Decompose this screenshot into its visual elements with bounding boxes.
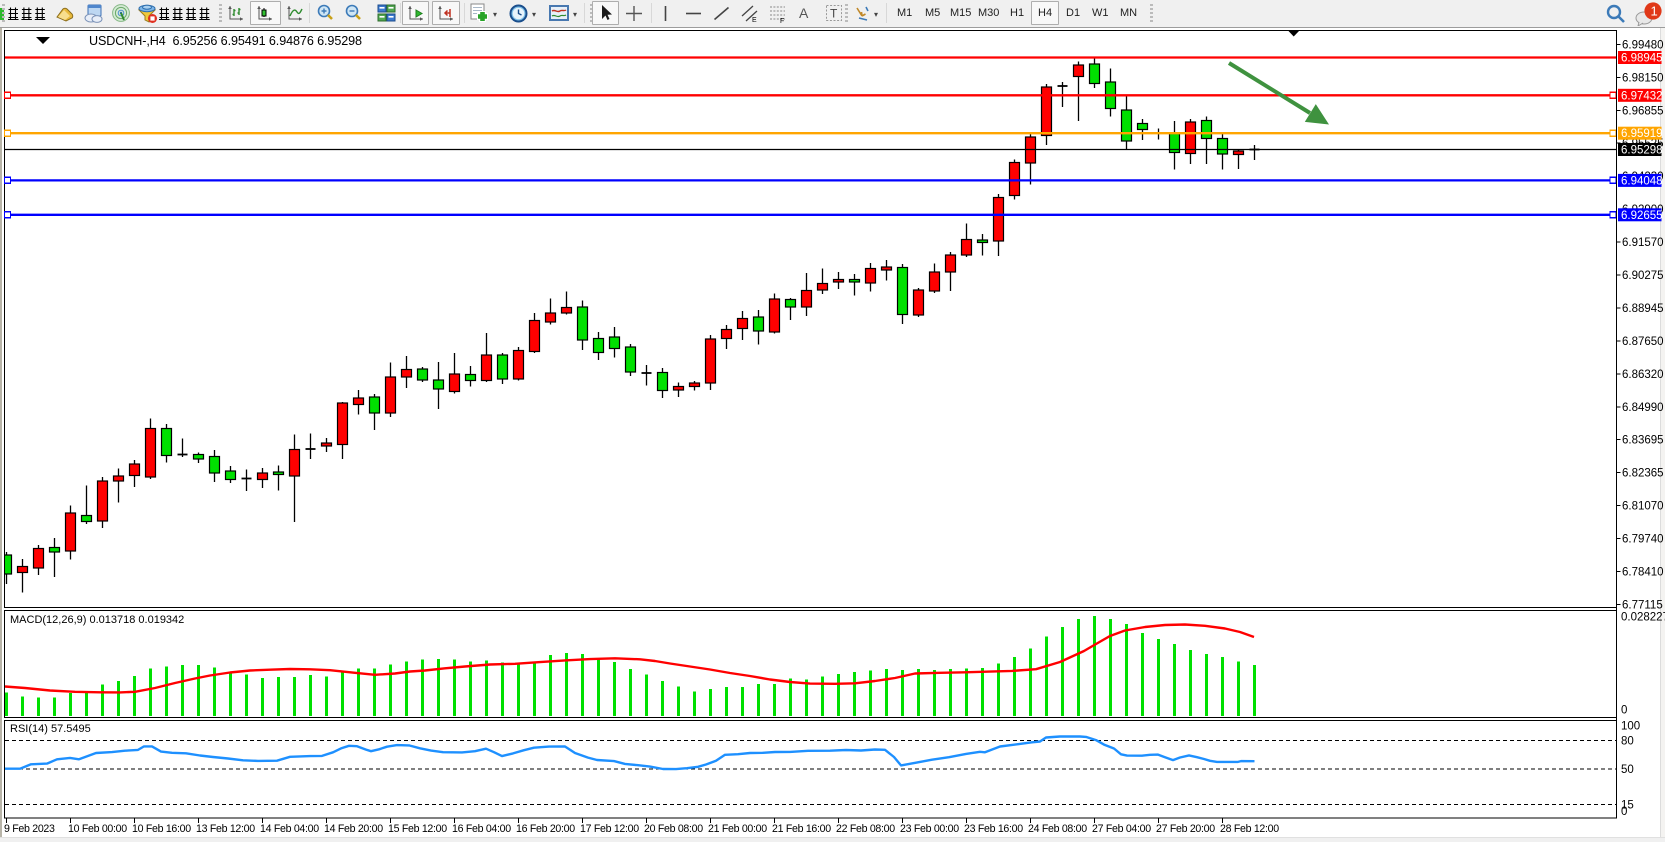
svg-text:14 Feb 04:00: 14 Feb 04:00 <box>260 823 319 835</box>
svg-text:RSI(14) 57.5495: RSI(14) 57.5495 <box>10 723 91 735</box>
svg-text:0: 0 <box>1621 806 1627 818</box>
svg-text:50: 50 <box>1621 764 1634 776</box>
svg-text:F: F <box>780 18 784 24</box>
svg-text:27 Feb 04:00: 27 Feb 04:00 <box>1092 823 1151 835</box>
svg-text:6.95298: 6.95298 <box>1621 145 1663 157</box>
svg-text:6.92655: 6.92655 <box>1621 210 1663 222</box>
svg-text:6.94048: 6.94048 <box>1621 175 1663 187</box>
svg-text:6.79740: 6.79740 <box>1622 534 1664 546</box>
svg-text:6.81070: 6.81070 <box>1622 501 1664 513</box>
svg-text:6.90275: 6.90275 <box>1622 270 1664 282</box>
svg-text:21 Feb 00:00: 21 Feb 00:00 <box>708 823 767 835</box>
svg-text:17 Feb 12:00: 17 Feb 12:00 <box>580 823 639 835</box>
svg-text:23 Feb 00:00: 23 Feb 00:00 <box>900 823 959 835</box>
svg-text:0.028227: 0.028227 <box>1621 612 1665 624</box>
svg-text:6.98945: 6.98945 <box>1621 53 1663 65</box>
svg-text:6.82365: 6.82365 <box>1622 468 1664 480</box>
svg-text:6.91570: 6.91570 <box>1622 237 1664 249</box>
svg-text:USDCNH-,H4 6.95256 6.95491 6.: USDCNH-,H4 6.95256 6.95491 6.94876 6.952… <box>89 34 362 48</box>
svg-text:1: 1 <box>1651 4 1658 19</box>
svg-text:22 Feb 08:00: 22 Feb 08:00 <box>836 823 895 835</box>
svg-text:6.95919: 6.95919 <box>1621 128 1663 140</box>
svg-text:6.96855: 6.96855 <box>1622 105 1664 117</box>
svg-text:100: 100 <box>1621 721 1640 733</box>
svg-text:10 Feb 16:00: 10 Feb 16:00 <box>132 823 191 835</box>
svg-text:24 Feb 08:00: 24 Feb 08:00 <box>1028 823 1087 835</box>
svg-text:MACD(12,26,9) 0.013718 0.01934: MACD(12,26,9) 0.013718 0.019342 <box>10 614 184 626</box>
svg-text:16 Feb 20:00: 16 Feb 20:00 <box>516 823 575 835</box>
svg-text:6.78410: 6.78410 <box>1622 567 1664 579</box>
svg-text:10 Feb 00:00: 10 Feb 00:00 <box>68 823 127 835</box>
svg-text:T: T <box>830 7 838 21</box>
svg-text:6.97432: 6.97432 <box>1621 90 1663 102</box>
svg-text:E: E <box>752 17 757 24</box>
svg-text:9 Feb 2023: 9 Feb 2023 <box>4 823 55 835</box>
svg-text:13 Feb 12:00: 13 Feb 12:00 <box>196 823 255 835</box>
svg-text:23 Feb 16:00: 23 Feb 16:00 <box>964 823 1023 835</box>
svg-text:6.83695: 6.83695 <box>1622 435 1664 447</box>
svg-text:6.84990: 6.84990 <box>1622 402 1664 414</box>
svg-text:80: 80 <box>1621 735 1634 747</box>
svg-text:0: 0 <box>1621 705 1627 717</box>
svg-text:15: 15 <box>1621 799 1634 811</box>
svg-text:6.77115: 6.77115 <box>1622 600 1663 612</box>
svg-text:15 Feb 12:00: 15 Feb 12:00 <box>388 823 447 835</box>
svg-text:16 Feb 04:00: 16 Feb 04:00 <box>452 823 511 835</box>
svg-text:6.86320: 6.86320 <box>1622 369 1664 381</box>
svg-text:20 Feb 08:00: 20 Feb 08:00 <box>644 823 703 835</box>
svg-text:28 Feb 12:00: 28 Feb 12:00 <box>1220 823 1279 835</box>
svg-text:6.99480: 6.99480 <box>1622 39 1664 51</box>
svg-text:6.88945: 6.88945 <box>1622 303 1664 315</box>
svg-text:6.98150: 6.98150 <box>1622 72 1664 84</box>
svg-text:21 Feb 16:00: 21 Feb 16:00 <box>772 823 831 835</box>
svg-text:14 Feb 20:00: 14 Feb 20:00 <box>324 823 383 835</box>
svg-text:27 Feb 20:00: 27 Feb 20:00 <box>1156 823 1215 835</box>
svg-text:6.87650: 6.87650 <box>1622 336 1664 348</box>
